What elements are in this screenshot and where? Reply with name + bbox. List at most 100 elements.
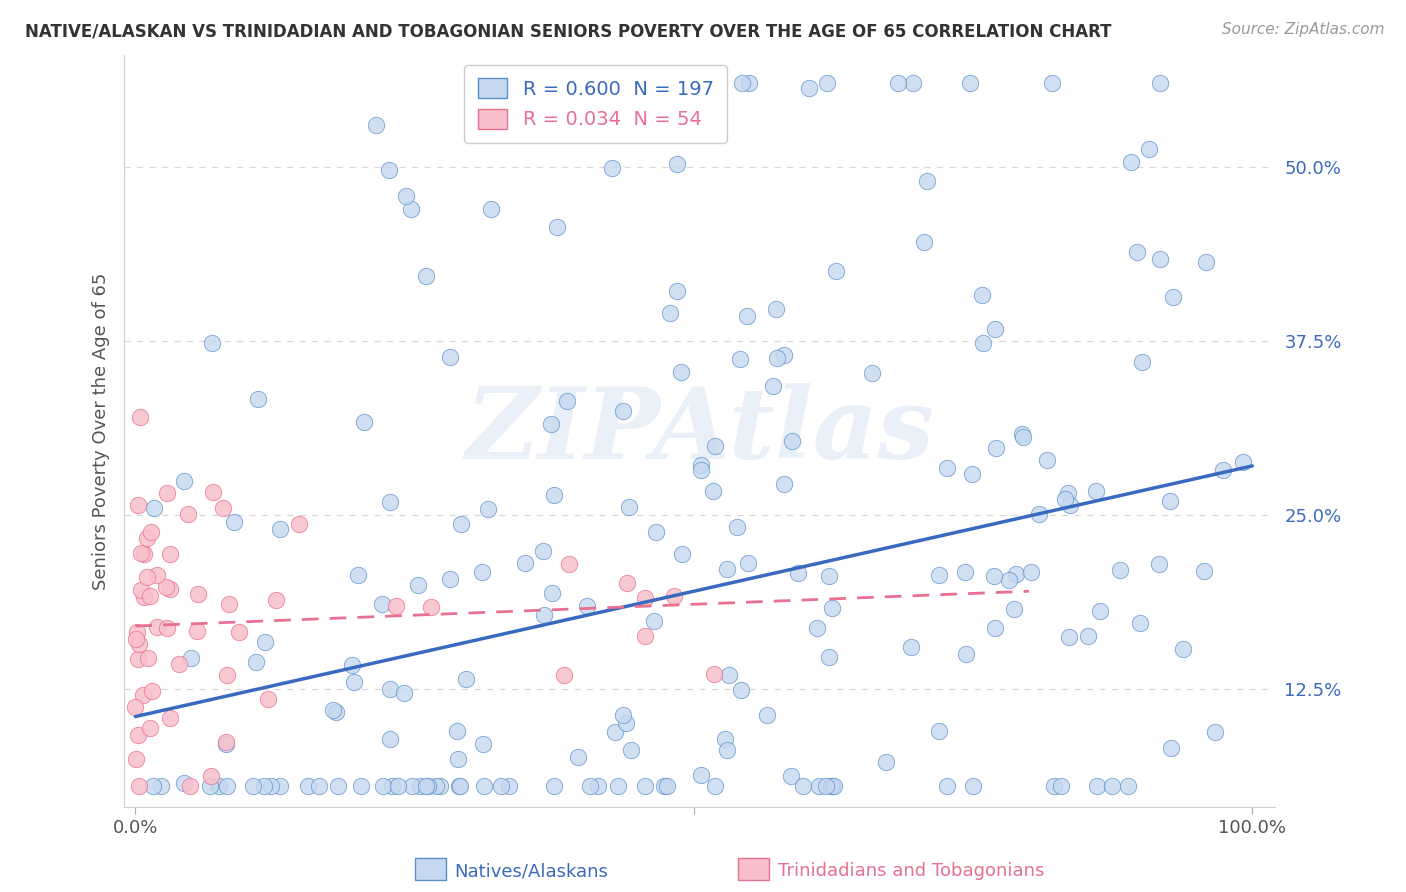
Point <box>180 651 202 665</box>
Point <box>735 310 758 324</box>
Point <box>202 484 225 499</box>
Point <box>716 562 738 576</box>
Point <box>128 779 150 793</box>
Point <box>399 202 422 217</box>
Point <box>498 779 520 793</box>
Point <box>600 161 623 175</box>
Point <box>815 779 838 793</box>
Text: ZIPAtlas: ZIPAtlas <box>465 383 934 479</box>
Point <box>540 586 562 600</box>
Point <box>125 752 148 766</box>
Point <box>167 657 190 672</box>
Point <box>353 415 375 429</box>
Point <box>489 779 512 793</box>
Point <box>1204 725 1226 739</box>
Point <box>1137 142 1160 156</box>
Point <box>136 651 159 665</box>
Point <box>579 779 602 793</box>
Point <box>1161 290 1184 304</box>
Point <box>392 686 415 700</box>
Point <box>1212 463 1234 477</box>
Point <box>1159 494 1181 508</box>
Point <box>1019 565 1042 579</box>
Point <box>131 546 153 560</box>
Point <box>725 520 748 534</box>
Point <box>1121 154 1143 169</box>
Point <box>416 779 439 793</box>
Point <box>546 220 568 235</box>
Point <box>308 779 330 793</box>
Point <box>1149 252 1171 266</box>
Point <box>689 768 711 782</box>
Point <box>215 737 238 751</box>
Point <box>634 591 657 606</box>
Point <box>322 703 344 717</box>
Point <box>702 483 724 498</box>
Point <box>972 335 994 350</box>
Point <box>125 632 148 646</box>
Point <box>553 668 575 682</box>
Point <box>900 640 922 654</box>
Point <box>456 672 478 686</box>
Point <box>860 366 883 380</box>
Point <box>652 779 675 793</box>
Point <box>1057 485 1080 500</box>
Point <box>159 711 181 725</box>
Point <box>142 779 165 793</box>
Legend: R = 0.600  N = 197, R = 0.034  N = 54: R = 0.600 N = 197, R = 0.034 N = 54 <box>464 65 727 143</box>
Point <box>1002 602 1025 616</box>
Point <box>555 394 578 409</box>
Point <box>408 779 430 793</box>
Text: Trinidadians and Tobagonians: Trinidadians and Tobagonians <box>778 863 1043 880</box>
Point <box>215 668 238 682</box>
Point <box>127 498 149 512</box>
Point <box>228 625 250 640</box>
Point <box>671 547 693 561</box>
Point <box>129 409 152 424</box>
Point <box>1011 426 1033 441</box>
Point <box>772 477 794 491</box>
Point <box>823 779 845 793</box>
Point <box>132 548 155 562</box>
Point <box>149 779 172 793</box>
Point <box>450 779 472 793</box>
Point <box>960 467 983 481</box>
Point <box>543 488 565 502</box>
Point <box>378 162 401 177</box>
Point <box>1077 629 1099 643</box>
Point <box>662 589 685 603</box>
Point <box>607 779 630 793</box>
Point <box>208 779 231 793</box>
Point <box>766 351 789 366</box>
Point <box>135 570 157 584</box>
Point <box>983 621 1005 635</box>
Point <box>928 723 950 738</box>
Point <box>472 779 495 793</box>
Point <box>792 779 814 793</box>
Point <box>1108 563 1130 577</box>
Point <box>533 544 555 558</box>
Point <box>378 495 401 509</box>
Point <box>634 779 657 793</box>
Point <box>127 652 149 666</box>
Point <box>620 743 643 757</box>
Point <box>1085 484 1108 499</box>
Point <box>773 348 796 362</box>
Point <box>787 566 810 581</box>
Point <box>761 379 783 393</box>
Point <box>820 779 842 793</box>
Point <box>378 731 401 746</box>
Point <box>614 716 637 731</box>
Point <box>127 728 149 742</box>
Point <box>912 235 935 249</box>
Point <box>821 601 844 615</box>
Point <box>689 458 711 473</box>
Point <box>1085 779 1108 793</box>
Point <box>269 779 291 793</box>
Point <box>297 779 319 793</box>
Point <box>343 675 366 690</box>
Point <box>706 76 728 90</box>
Point <box>215 735 238 749</box>
Point <box>1147 558 1170 572</box>
Point <box>540 417 562 432</box>
